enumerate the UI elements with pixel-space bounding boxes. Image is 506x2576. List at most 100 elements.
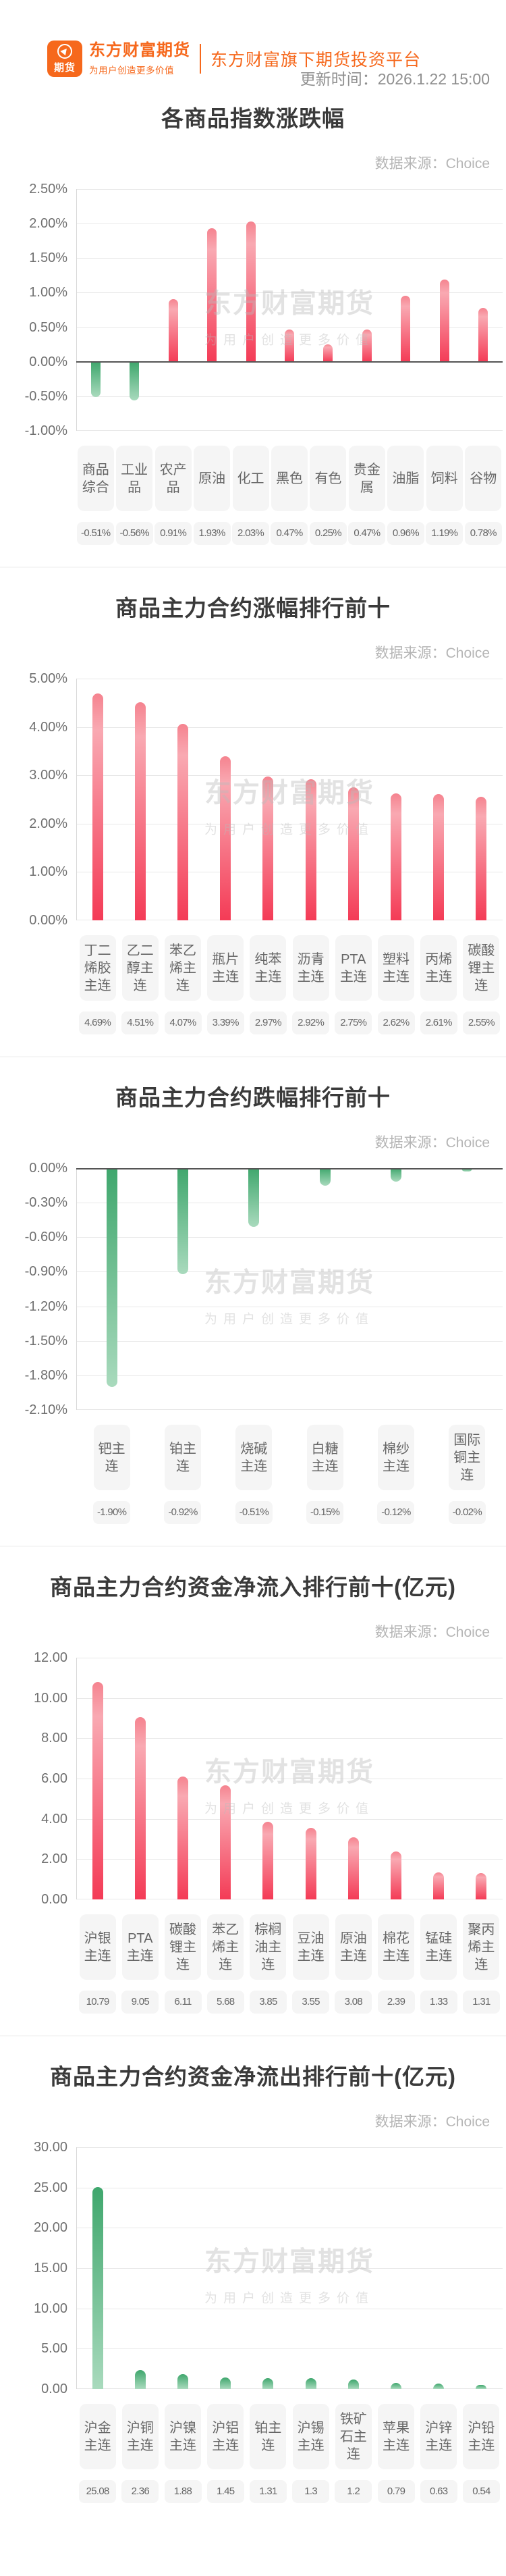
value-slot: 0.96% [387, 522, 425, 545]
brand-logo-icon: 期货 [47, 41, 82, 77]
bar [476, 2384, 487, 2389]
category-slot: 沪铜主连 [119, 2404, 161, 2469]
category-slot: 黑色 [270, 446, 308, 511]
category-chip: 沪锌主连 [420, 2404, 457, 2469]
header: 期货 东方财富期货 为用户创造更多价值 东方财富旗下期货投资平台 更新时间：20… [0, 0, 506, 88]
category-slot: 纯苯主连 [247, 935, 289, 1001]
value-chip: 4.07% [164, 1011, 202, 1034]
category-slot: 锰硅主连 [418, 1914, 460, 1980]
category-chip: 豆油主连 [292, 1914, 329, 1980]
category-chip: 化工 [232, 446, 269, 511]
category-chip: 碳酸锂主连 [463, 935, 500, 1001]
bar [177, 2373, 188, 2389]
value-chip: -0.02% [448, 1501, 486, 1524]
category-chip: 乙二醇主连 [121, 935, 159, 1001]
category-slot: 沪锡主连 [289, 2404, 332, 2469]
chart-title: 商品主力合约涨幅排行前十 [115, 596, 391, 621]
value-slot: 4.51% [119, 1011, 161, 1034]
value-chip: 3.39% [206, 1011, 244, 1034]
chart-section-top-losers: 商品主力合约跌幅排行前十 数据来源：Choice 0.00% -0.30% -0.6… [0, 1084, 506, 1524]
category-slot: 沪铝主连 [204, 2404, 247, 2469]
category-slot: 棉花主连 [374, 1914, 417, 1980]
category-slot: 沥青主连 [289, 935, 332, 1001]
value-chip: 1.3 [292, 2480, 330, 2503]
value-slot: -0.92% [147, 1501, 218, 1524]
category-slot: 沪锌主连 [418, 2404, 460, 2469]
category-chip: 塑料主连 [378, 935, 415, 1001]
y-axis-line [76, 1658, 77, 1899]
bar [433, 1872, 445, 1899]
bar [177, 1776, 188, 1899]
bird-icon [57, 43, 72, 59]
value-chip: 2.36 [121, 2480, 159, 2503]
gridline [76, 1375, 503, 1376]
category-slot: 化工 [231, 446, 270, 511]
value-chip: 1.2 [335, 2480, 372, 2503]
bar [461, 1168, 473, 1172]
watermark-slogan-text: 为用户创造更多价值 [204, 2291, 375, 2306]
data-source-label: 数据来源：Choice [374, 646, 490, 661]
bar [248, 1168, 260, 1227]
bar-chart-plot: 0.00% -0.30% -0.60% -0.90% -1.20% -1.50% -1.80… [25, 1161, 503, 1417]
category-label-row: 商品综合 工业品 农产品 原油 化工 黑色 有色 贵金属 油脂 饲料 谷物 [76, 446, 503, 511]
bar [262, 1822, 274, 1899]
category-chip: 棉纱主连 [377, 1425, 414, 1490]
gridline [76, 1859, 503, 1860]
gridline [76, 327, 503, 328]
gridline [76, 2147, 503, 2148]
gridline [76, 1698, 503, 1699]
y-axis-tick-label: -1.20% [24, 1299, 67, 1314]
category-chip: 沪铝主连 [207, 2404, 244, 2469]
bar [92, 693, 103, 920]
category-chip: 工业品 [116, 446, 153, 511]
chart-section-net-outflow: 商品主力合约资金净流出排行前十(亿元) 数据来源：Choice 30.00 25.… [0, 2064, 506, 2503]
bar [305, 2378, 316, 2389]
value-chip: 2.61% [420, 1011, 457, 1034]
section-divider [0, 1546, 506, 1547]
gridline [76, 1409, 503, 1410]
y-axis-tick-label: 0.00 [41, 1892, 67, 1907]
category-slot: 白糖主连 [289, 1425, 360, 1490]
value-chip: 1.45 [206, 2480, 244, 2503]
bar [90, 361, 101, 397]
bar-chart-plot: 12.00 10.00 8.00 6.00 4.00 2.00 0.00 东方财富期货 为用户创… [34, 1650, 503, 1907]
value-slot: 0.54 [460, 2480, 503, 2503]
value-slot: 0.47% [347, 522, 386, 545]
value-slot: 3.39% [204, 1011, 247, 1034]
y-axis-tick-label: 2.00 [41, 1851, 67, 1866]
y-axis-tick-label: 25.00 [33, 2180, 67, 2195]
gridline [76, 430, 503, 431]
brand-name: 东方财富期货 [89, 41, 190, 59]
bar [285, 329, 294, 362]
category-chip: 苯乙烯主连 [165, 935, 201, 1001]
value-chip: 0.79 [377, 2480, 415, 2503]
value-chip: 10.79 [79, 1991, 117, 2014]
gridline [76, 1819, 503, 1820]
y-axis-tick-label: 10.00 [33, 2301, 67, 2316]
value-chip: 25.08 [79, 2480, 117, 2503]
logo-badge-text: 期货 [53, 61, 76, 74]
value-label-row: 25.08 2.36 1.88 1.45 1.31 1.3 1.2 0.79 0.63 0.54 [76, 2480, 503, 2503]
bird-glyph [60, 46, 69, 56]
y-axis-tick-label: 2.00% [29, 216, 67, 231]
chart-section-top-gainers: 商品主力合约涨幅排行前十 数据来源：Choice 5.00% 4.00% 3.00%… [0, 595, 506, 1034]
category-slot: 塑料主连 [374, 935, 417, 1001]
category-slot: 沪镍主连 [161, 2404, 204, 2469]
bar [305, 779, 316, 920]
value-slot: 4.69% [76, 1011, 119, 1034]
section-divider [0, 2035, 506, 2036]
value-slot: 2.36 [119, 2480, 161, 2503]
category-chip: 沪锡主连 [292, 2404, 329, 2469]
value-chip: -0.51% [235, 1501, 273, 1524]
value-chip: 1.33 [420, 1991, 457, 2014]
category-slot: 油脂 [387, 446, 425, 511]
bar-chart-plot: 30.00 25.00 20.00 15.00 10.00 5.00 0.00 东方财富期货为… [34, 2140, 503, 2396]
value-slot: -0.15% [289, 1501, 360, 1524]
charts-container: 各商品指数涨跌幅 数据来源：Choice 2.50% 2.00% 1.50% 1.00… [0, 105, 506, 2503]
bar [478, 307, 488, 362]
platform-tagline: 东方财富旗下期货投资平台 [210, 51, 422, 70]
category-chip: 国际铜主连 [449, 1425, 486, 1490]
category-chip: PTA主连 [335, 935, 372, 1001]
value-chip: 0.91% [154, 522, 192, 545]
chart-title: 各商品指数涨跌幅 [161, 106, 345, 131]
